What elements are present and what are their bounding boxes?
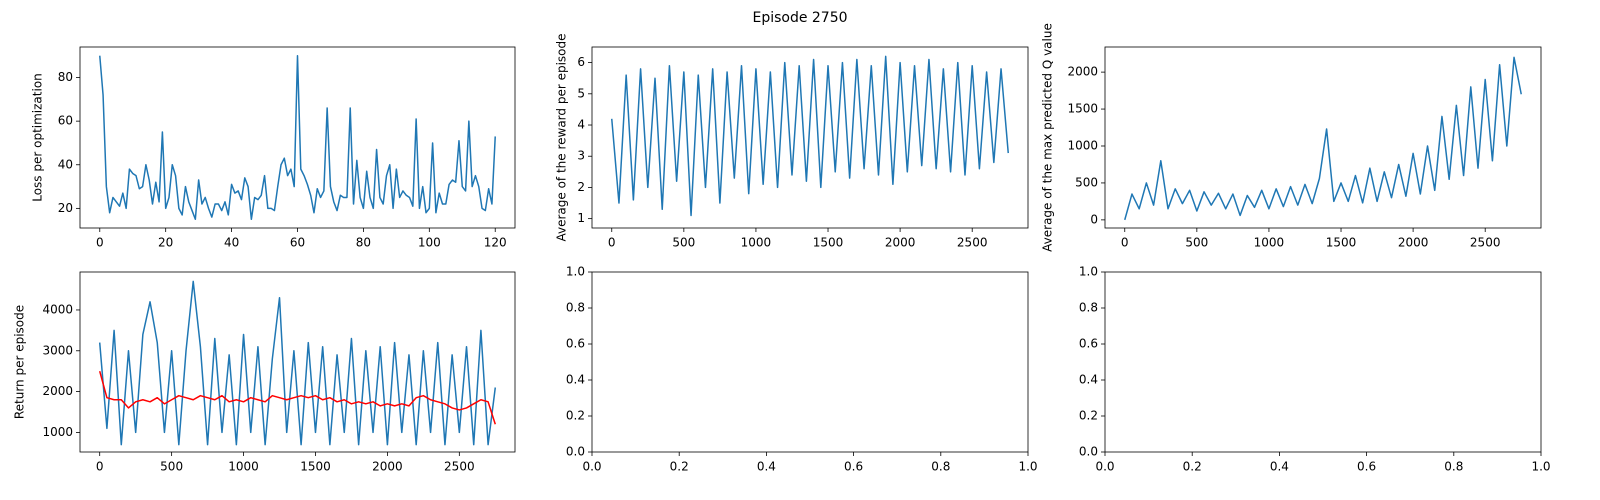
x-tick-label: 100	[418, 236, 441, 250]
x-tick-label: 0	[608, 236, 616, 250]
x-tick-label: 2500	[1470, 236, 1501, 250]
data-line	[611, 55, 1009, 217]
x-tick-label: 2000	[1398, 236, 1429, 250]
x-tick-label: 1500	[813, 236, 844, 250]
data-line	[98, 280, 497, 446]
x-tick-label: 1000	[228, 460, 259, 474]
x-tick-label: 1000	[741, 236, 772, 250]
y-tick-label: 1000	[42, 425, 73, 439]
x-tick-label: 20	[158, 236, 173, 250]
y-tick-label: 3000	[42, 343, 73, 357]
axes-frame	[79, 271, 516, 453]
x-tick-label: 0	[1121, 236, 1129, 250]
x-tick-label: 2500	[444, 460, 475, 474]
y-tick-label: 3	[577, 149, 585, 163]
x-tick-label: 0.6	[844, 460, 863, 474]
y-tick-label: 1000	[1067, 138, 1098, 152]
y-tick-label: 0.4	[566, 373, 585, 387]
x-tick-label: 0.0	[582, 460, 601, 474]
y-tick-label: 1.0	[1079, 265, 1098, 279]
x-tick-label: 1.0	[1018, 460, 1037, 474]
x-tick-label: 0.8	[1444, 460, 1463, 474]
y-tick-label: 0.0	[1079, 445, 1098, 459]
y-tick-label: 0.6	[566, 337, 585, 351]
y-tick-label: 20	[58, 201, 73, 215]
x-tick-label: 1.0	[1531, 460, 1550, 474]
x-tick-label: 1500	[300, 460, 331, 474]
y-axis-label: Average of the max predicted Q value	[1041, 23, 1055, 252]
axes-frame	[1104, 271, 1542, 453]
y-tick-label: 0.8	[566, 301, 585, 315]
y-tick-label: 1500	[1067, 102, 1098, 116]
y-tick-label: 4	[577, 118, 585, 132]
data-line	[99, 54, 496, 221]
y-tick-label: 40	[58, 157, 73, 171]
y-tick-label: 6	[577, 55, 585, 69]
x-tick-label: 0.2	[1183, 460, 1202, 474]
y-tick-label: 0.0	[566, 445, 585, 459]
data-line	[98, 370, 497, 425]
x-tick-label: 0.4	[757, 460, 776, 474]
x-tick-label: 0.2	[670, 460, 689, 474]
y-tick-label: 2000	[42, 384, 73, 398]
y-tick-label: 0.8	[1079, 301, 1098, 315]
y-tick-label: 1	[577, 211, 585, 225]
x-tick-label: 2000	[372, 460, 403, 474]
x-tick-label: 0.4	[1270, 460, 1289, 474]
x-tick-label: 2500	[957, 236, 988, 250]
axes-frame	[591, 271, 1029, 453]
x-tick-label: 2000	[885, 236, 916, 250]
y-axis-label: Return per episode	[13, 305, 27, 419]
y-tick-label: 2000	[1067, 65, 1098, 79]
x-tick-label: 500	[672, 236, 695, 250]
y-tick-label: 0.6	[1079, 337, 1098, 351]
y-axis-label: Loss per optimization	[31, 73, 45, 202]
x-tick-label: 40	[224, 236, 239, 250]
x-tick-label: 0	[96, 236, 104, 250]
figure-title: Episode 2750	[752, 10, 847, 26]
y-tick-label: 0.4	[1079, 373, 1098, 387]
y-axis-label: Average of the reward per episode	[555, 33, 569, 241]
axes-frame	[1104, 46, 1542, 229]
x-tick-label: 1000	[1254, 236, 1285, 250]
x-tick-label: 0	[96, 460, 104, 474]
y-tick-label: 5	[577, 86, 585, 100]
axes-frame	[591, 46, 1029, 229]
x-tick-label: 60	[290, 236, 305, 250]
x-tick-label: 0.8	[931, 460, 950, 474]
x-tick-label: 1500	[1326, 236, 1357, 250]
x-tick-label: 0.0	[1095, 460, 1114, 474]
y-tick-label: 0.2	[1079, 409, 1098, 423]
data-line	[1124, 56, 1522, 221]
y-tick-label: 0	[1090, 212, 1098, 226]
x-tick-label: 500	[160, 460, 183, 474]
x-tick-label: 120	[484, 236, 507, 250]
y-tick-label: 80	[58, 70, 73, 84]
x-tick-label: 0.6	[1357, 460, 1376, 474]
x-tick-label: 500	[1185, 236, 1208, 250]
y-tick-label: 500	[1075, 175, 1098, 189]
y-tick-label: 2	[577, 180, 585, 194]
y-tick-label: 0.2	[566, 409, 585, 423]
x-tick-label: 80	[356, 236, 371, 250]
y-tick-label: 60	[58, 114, 73, 128]
y-tick-label: 1.0	[566, 265, 585, 279]
y-tick-label: 4000	[42, 302, 73, 316]
